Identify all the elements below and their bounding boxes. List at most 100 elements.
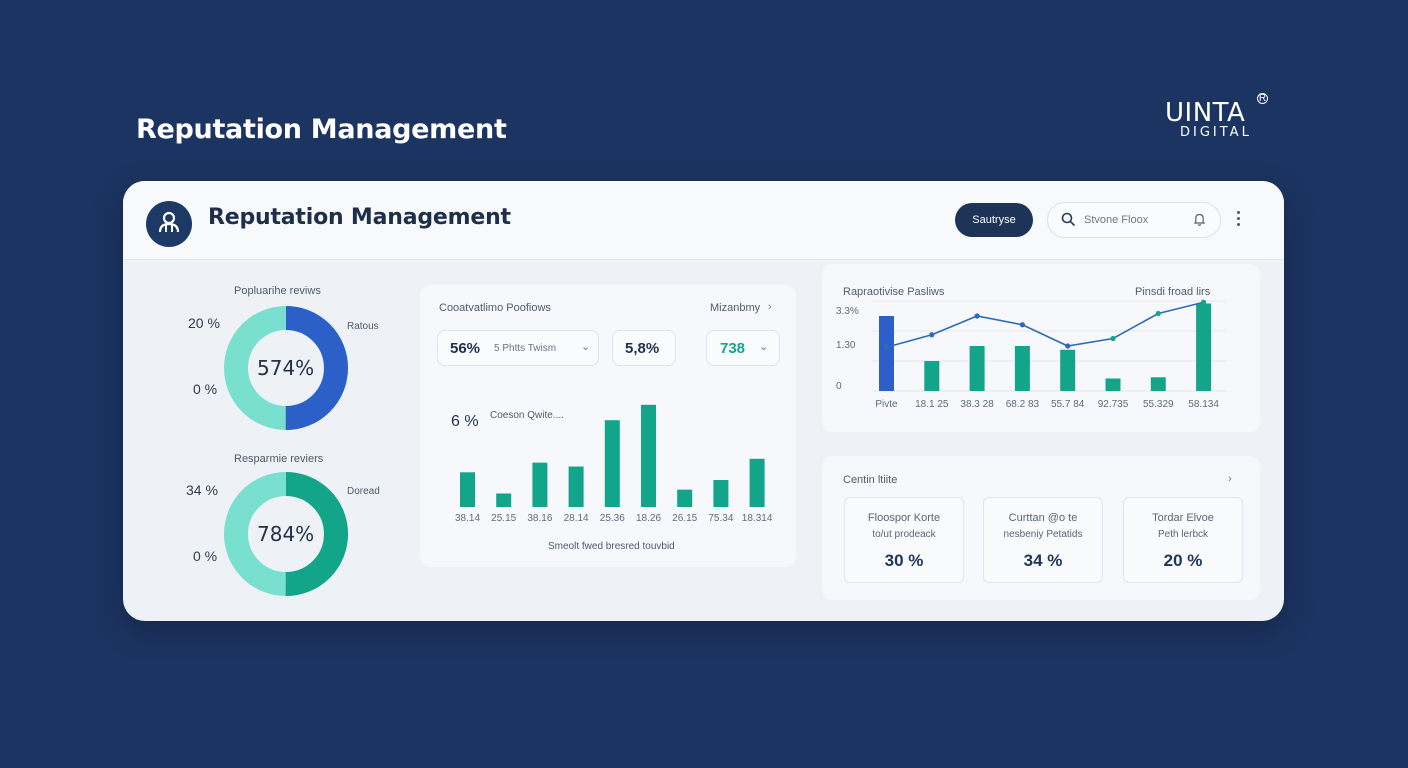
stat-3-line1: Tordar Elvoe — [1152, 512, 1214, 524]
donut-2-arc — [224, 472, 348, 596]
line-point-5 — [1065, 343, 1071, 349]
donut-2-value: 784% — [257, 522, 315, 546]
donut-2-pct-bottom: 0 % — [193, 548, 218, 564]
chip-1[interactable]: 56% 5 Phtts Twism ⌄ — [437, 330, 599, 366]
line-point-8 — [1201, 299, 1207, 305]
combo-line — [886, 301, 1204, 349]
bar-1 — [460, 472, 475, 507]
combo-bar-3 — [969, 346, 985, 391]
chevron-down-icon: ⌄ — [581, 341, 591, 353]
combo-x-tick-5: 55.7 84 — [1051, 399, 1085, 410]
combo-bar-7 — [1150, 377, 1166, 391]
bar-3 — [532, 462, 548, 507]
combo-y-tick-1: 3.3% — [836, 306, 859, 317]
middle-chart-sublabel: Coeson Qwite.... — [490, 410, 564, 421]
bar-9 — [749, 458, 765, 507]
conversation-card: Cooatvatlimo Poofiows Mizanbmy › 56% 5 P… — [420, 285, 796, 567]
line-point-7 — [1155, 310, 1161, 317]
chip-3-value: 738 — [720, 340, 746, 357]
stat-card-3[interactable]: Tordar Elvoe Peth lerbck 20 % — [1123, 497, 1243, 583]
line-point-1 — [883, 344, 890, 350]
combo-x-tick-3: 38.3 28 — [960, 399, 994, 410]
search-input[interactable] — [1084, 211, 1184, 229]
bar-2 — [496, 493, 512, 507]
bar-chart-reviews — [460, 404, 765, 507]
bar-8 — [713, 480, 729, 507]
stat-2-value: 34 % — [1023, 551, 1063, 570]
users-icon — [158, 211, 180, 233]
donut-chart-2 — [224, 472, 348, 596]
stat-2-line2: nesbeniy Petatids — [1003, 529, 1083, 540]
line-point-3 — [974, 313, 980, 319]
line-point-2 — [929, 332, 935, 338]
donut-chart-1 — [224, 306, 348, 430]
bar-4 — [568, 466, 584, 507]
combo-bar-6 — [1105, 378, 1121, 391]
bottom-right-title: Centin ltiite — [843, 474, 898, 486]
middle-card-right-label[interactable]: Mizanbmy — [710, 302, 761, 314]
combo-x-tick-6: 92.735 — [1097, 399, 1129, 410]
brand-name: UINTA — [1165, 98, 1246, 128]
page-title: Reputation Management — [136, 114, 507, 145]
donut-1-side-label: Ratous — [347, 321, 379, 332]
stat-2-line1: Curttan @o te — [1008, 512, 1078, 524]
avatar[interactable] — [146, 201, 192, 247]
chip-1-label: 5 Phtts Twism — [494, 343, 557, 354]
middle-card-title: Cooatvatlimo Poofiows — [439, 302, 551, 314]
donut-1-arc — [224, 306, 348, 430]
combo-bar-8 — [1196, 303, 1212, 391]
combo-x-tick-2: 18.1 25 — [915, 399, 949, 410]
combo-x-tick-4: 68.2 83 — [1005, 399, 1040, 410]
line-point-6 — [1110, 335, 1116, 342]
brand-logo: UINTA DIGITAL R — [1162, 93, 1272, 145]
combo-bar-1 — [879, 316, 894, 391]
chevron-right-icon[interactable]: › — [768, 301, 772, 313]
combo-y-tick-3: 0 — [836, 381, 842, 392]
bell-icon[interactable] — [1192, 212, 1207, 227]
chip-3[interactable]: 738 ⌄ — [706, 330, 780, 366]
combo-bar-2 — [924, 361, 940, 391]
bar-tick-label-6: 18.26 — [635, 513, 662, 524]
bar-6 — [641, 404, 656, 507]
stat-1-line2: to/ut prodeack — [872, 529, 936, 540]
middle-chart-label: 6 % — [451, 413, 479, 430]
donut-1-title: Popluarihe reviws — [234, 285, 321, 297]
stat-card-2[interactable]: Curttan @o te nesbeniy Petatids 34 % — [983, 497, 1103, 583]
panel-header: Reputation Management Sautryse — [123, 181, 1284, 260]
donut-1-pct-top: 20 % — [188, 315, 220, 331]
more-vertical-icon[interactable] — [1235, 211, 1241, 231]
combo-chart — [872, 299, 1227, 392]
header-title: Reputation Management — [208, 205, 511, 230]
combo-bar-4 — [1014, 346, 1030, 391]
dashboard-panel: Reputation Management Sautryse Popluarih… — [123, 181, 1284, 621]
top-right-title: Rapraotivise Pasliws — [843, 286, 945, 298]
search-icon — [1061, 212, 1076, 227]
stat-1-value: 30 % — [884, 551, 924, 570]
chevron-down-icon: ⌄ — [759, 341, 769, 353]
combo-chart-card: Rapraotivise Pasliws Pinsdi froad lirs — [822, 264, 1260, 432]
donut-2-side-label: Doread — [347, 486, 380, 497]
line-point-4 — [1019, 322, 1025, 328]
search-box[interactable] — [1047, 202, 1221, 238]
registered-mark: R — [1257, 93, 1268, 104]
middle-caption: Smeolt fwed bresred touvbid — [548, 541, 675, 552]
bar-5 — [604, 420, 620, 507]
chip-2[interactable]: 5,8% — [612, 330, 676, 366]
chip-1-value: 56% — [450, 340, 481, 357]
bar-7 — [677, 489, 693, 507]
combo-y-tick-2: 1.30 — [836, 340, 856, 351]
stat-1-line1: Floospor Korte — [867, 512, 941, 524]
stat-card-1[interactable]: Floospor Korte to/ut prodeack 30 % — [844, 497, 964, 583]
chevron-right-icon[interactable]: › — [1228, 473, 1232, 485]
donut-1-pct-bottom: 0 % — [193, 381, 218, 397]
combo-x-tick-8: 58.134 — [1188, 399, 1219, 410]
stat-3-value: 20 % — [1163, 551, 1203, 570]
combo-x-tick-1: Pivte — [875, 399, 898, 410]
bar-tick-label-9: 18.314 — [741, 513, 773, 524]
combo-x-tick-7: 55.329 — [1143, 399, 1174, 410]
action-button[interactable]: Sautryse — [955, 203, 1033, 237]
bar-tick-label-1: 38.14 — [454, 513, 481, 524]
donut-1-value: 574% — [257, 356, 315, 380]
bar-tick-label-4: 28.14 — [563, 513, 589, 524]
brand-subtitle: DIGITAL — [1180, 125, 1252, 140]
